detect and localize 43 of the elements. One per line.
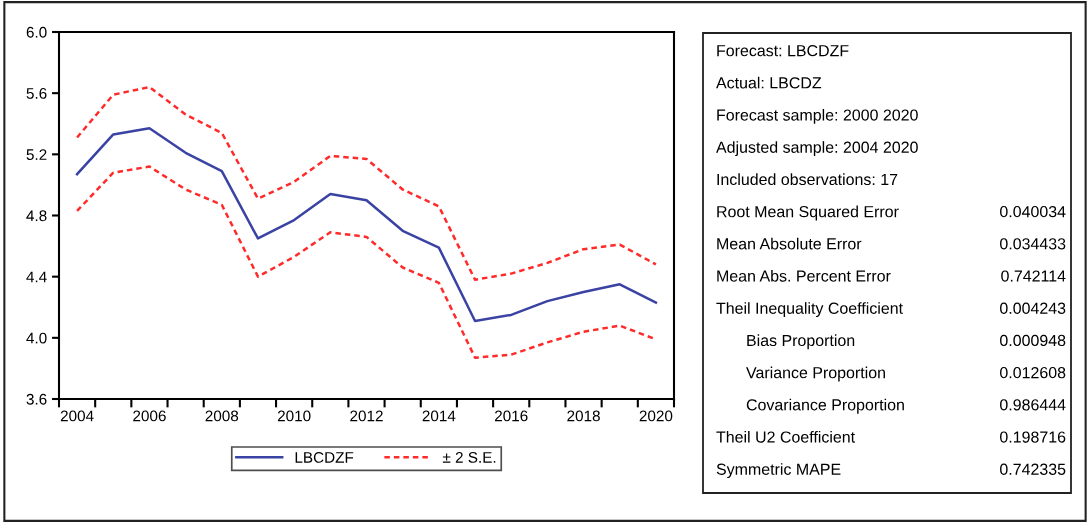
y-tick-label: 4.4 — [26, 271, 47, 283]
text: Covariance Proportion — [746, 398, 904, 414]
x-tick-label: 2014 — [422, 410, 456, 422]
text: Theil U2 Coefficient — [716, 430, 855, 443]
text: Forecast: LBCDZF — [717, 44, 849, 57]
line-series — [75, 85, 658, 281]
x-tick-label: 2010 — [277, 410, 311, 422]
x-tick-label: 2018 — [567, 410, 600, 422]
text: Mean Abs. Percent Error — [717, 269, 891, 282]
text: Root Mean Squared Error — [717, 205, 899, 221]
text: Forecast sample: 2000 2020 — [717, 108, 918, 124]
x-tick-label: 2008 — [205, 410, 239, 422]
y-tick-label: 5.2 — [26, 149, 47, 161]
text: 0.012608 — [1000, 366, 1066, 379]
line-series — [75, 127, 658, 323]
text: Included observations: 17 — [717, 173, 898, 186]
text: Variance Proportion — [746, 366, 885, 382]
text: 0.986444 — [1000, 399, 1066, 411]
y-tick-label: 5.6 — [26, 88, 47, 99]
text: 0.034433 — [1000, 238, 1066, 250]
text: 0.742114 — [1001, 270, 1066, 282]
x-tick-label: 2006 — [133, 410, 166, 422]
text: Adjusted sample: 2004 2020 — [716, 141, 918, 157]
text: Symmetric MAPE — [716, 463, 841, 479]
x-tick-label: 2012 — [350, 410, 383, 422]
legend-label: LBCDZF — [295, 452, 354, 463]
x-tick-label: 2020 — [639, 410, 673, 422]
text: Actual: LBCDZ — [716, 76, 822, 89]
y-tick-label: 4.0 — [26, 332, 47, 344]
y-tick-label: 3.6 — [26, 393, 47, 405]
text: 0.004243 — [1000, 302, 1066, 314]
text: Theil Inequality Coefficient — [716, 302, 903, 318]
text: Bias Proportion — [747, 334, 855, 350]
x-tick-label: 2016 — [494, 410, 528, 422]
text: 0.040034 — [1000, 205, 1066, 218]
y-tick-label: 6.0 — [26, 26, 47, 38]
x-tick-label: 2004 — [60, 410, 94, 422]
legend-label: ± 2 S.E. — [442, 452, 496, 463]
y-tick-label: 4.8 — [26, 210, 47, 222]
text: 0.742335 — [1000, 463, 1066, 475]
text: Mean Absolute Error — [717, 237, 862, 250]
text: 0.198716 — [1000, 431, 1066, 443]
text: 0.000948 — [1000, 334, 1066, 347]
